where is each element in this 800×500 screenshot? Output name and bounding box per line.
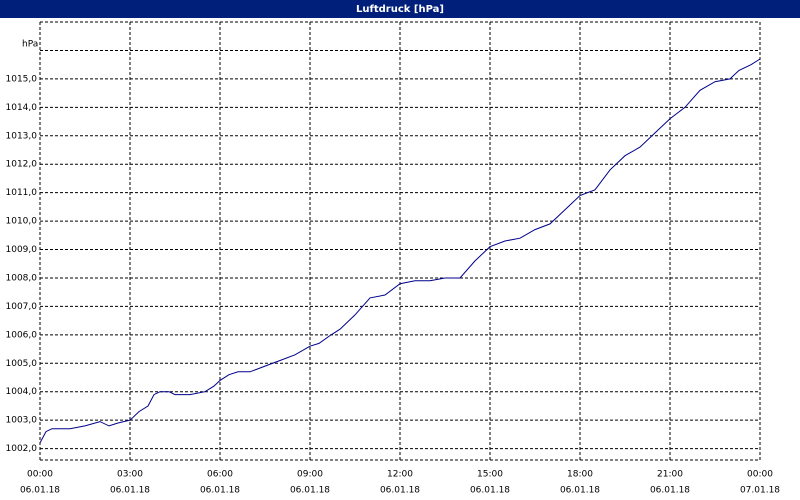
x-tick-date: 06.01.18	[290, 486, 330, 496]
x-tick-label: 09:00	[297, 470, 323, 480]
x-tick-date: 06.01.18	[110, 486, 150, 496]
chart-title: Luftdruck [hPa]	[356, 4, 444, 15]
y-tick-label: 1006,0	[6, 330, 38, 340]
y-tick-label: 1005,0	[6, 359, 38, 369]
x-tick-date: 06.01.18	[200, 486, 240, 496]
data-line	[39, 58, 761, 444]
y-tick-label: 1009,0	[6, 245, 38, 255]
x-tick-date: 06.01.18	[470, 486, 510, 496]
x-tick-label: 00:00	[27, 470, 53, 480]
y-tick-label: 1014,0	[6, 103, 38, 113]
x-tick-label: 18:00	[567, 470, 593, 480]
y-unit: hPa	[22, 40, 38, 50]
y-tick-label: 1013,0	[6, 131, 38, 141]
x-tick-date: 06.01.18	[20, 486, 60, 496]
y-tick-label: 1004,0	[6, 387, 38, 397]
x-tick-label: 00:00	[747, 470, 773, 480]
x-tick-date: 06.01.18	[650, 486, 690, 496]
x-tick-date: 07.01.18	[740, 486, 780, 496]
y-tick-label: 1002,0	[6, 444, 38, 454]
x-tick-date: 06.01.18	[560, 486, 600, 496]
x-tick-date: 06.01.18	[380, 486, 420, 496]
y-tick-label: 1007,0	[6, 302, 38, 312]
y-tick-label: 1015,0	[6, 74, 38, 84]
x-tick-label: 06:00	[207, 470, 233, 480]
x-tick-label: 03:00	[117, 470, 143, 480]
y-tick-label: 1003,0	[6, 416, 38, 426]
y-tick-label: 1010,0	[6, 217, 38, 227]
title-bar	[0, 0, 800, 18]
x-tick-label: 21:00	[657, 470, 683, 480]
y-tick-label: 1012,0	[6, 160, 38, 170]
x-tick-label: 12:00	[387, 470, 413, 480]
y-tick-label: 1011,0	[6, 188, 38, 198]
y-tick-label: 1008,0	[6, 273, 38, 283]
x-tick-label: 15:00	[477, 470, 503, 480]
